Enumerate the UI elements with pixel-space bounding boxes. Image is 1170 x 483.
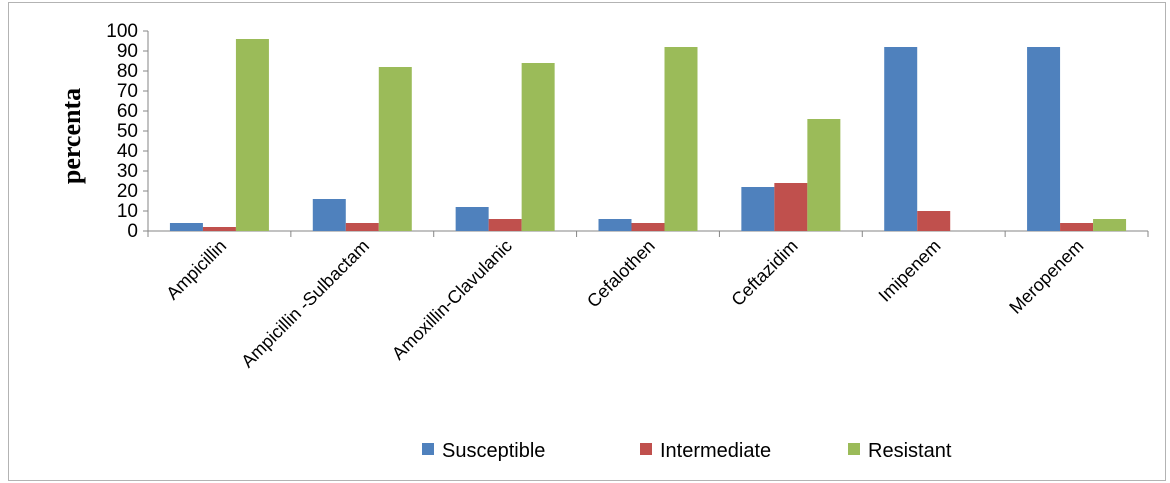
bar-resistant-6 — [1093, 219, 1127, 231]
y-tick-label: 100 — [106, 21, 138, 42]
bar-intermediate-4 — [774, 183, 808, 231]
y-tick-label: 90 — [117, 41, 138, 62]
bar-resistant-3 — [664, 47, 698, 231]
x-tick-label: Ampicillin — [162, 236, 230, 304]
y-axis-label: percenta — [57, 88, 86, 184]
bar-susceptible-1 — [312, 199, 346, 231]
bar-intermediate-0 — [202, 227, 236, 231]
bar-intermediate-1 — [345, 223, 379, 231]
bar-intermediate-6 — [1060, 223, 1094, 231]
bar-susceptible-4 — [741, 187, 775, 231]
bar-susceptible-0 — [169, 223, 203, 231]
bars — [169, 39, 1127, 231]
y-tick-label: 70 — [117, 81, 138, 102]
y-tick-label: 80 — [117, 61, 138, 82]
y-tick-label: 10 — [117, 201, 138, 222]
x-tick-label: Ceftazidim — [727, 236, 801, 310]
bar-susceptible-6 — [1027, 47, 1061, 231]
bar-intermediate-3 — [631, 223, 665, 231]
x-tick-label: Meropenem — [1005, 236, 1087, 318]
axes — [147, 31, 1149, 237]
y-tick-label: 50 — [117, 121, 138, 142]
legend-label-susceptible: Susceptible — [442, 440, 545, 462]
y-tick-label: 30 — [117, 161, 138, 182]
x-tick-label: Amoxillin-Clavulanic — [388, 236, 516, 364]
y-tick-label: 0 — [127, 221, 138, 242]
legend-label-intermediate: Intermediate — [660, 440, 771, 462]
bar-resistant-4 — [807, 119, 841, 231]
bar-susceptible-2 — [455, 207, 489, 231]
legend-swatch-susceptible — [422, 443, 434, 455]
legend-label-resistant: Resistant — [868, 440, 952, 462]
legend: Susceptible Intermediate Resistant — [422, 440, 952, 462]
x-tick-label: Ampicillin -Sulbactam — [237, 236, 373, 372]
bar-intermediate-2 — [488, 219, 522, 231]
bar-susceptible-5 — [884, 47, 918, 231]
chart-frame — [8, 2, 1166, 481]
legend-swatch-intermediate — [640, 443, 652, 455]
x-axis-tick-labels: Ampicillin Ampicillin -Sulbactam Amoxillin… — [162, 236, 1087, 372]
bar-resistant-1 — [378, 67, 412, 231]
bar-intermediate-5 — [917, 211, 951, 231]
y-tick-label: 60 — [117, 101, 138, 122]
y-tick-label: 20 — [117, 181, 138, 202]
y-tick-label: 40 — [117, 141, 138, 162]
legend-swatch-resistant — [848, 443, 860, 455]
bar-susceptible-3 — [598, 219, 632, 231]
x-tick-label: Cefalothen — [583, 236, 659, 312]
x-tick-label: Imipenem — [875, 236, 945, 306]
bar-resistant-2 — [521, 63, 555, 231]
bar-resistant-0 — [235, 39, 269, 231]
